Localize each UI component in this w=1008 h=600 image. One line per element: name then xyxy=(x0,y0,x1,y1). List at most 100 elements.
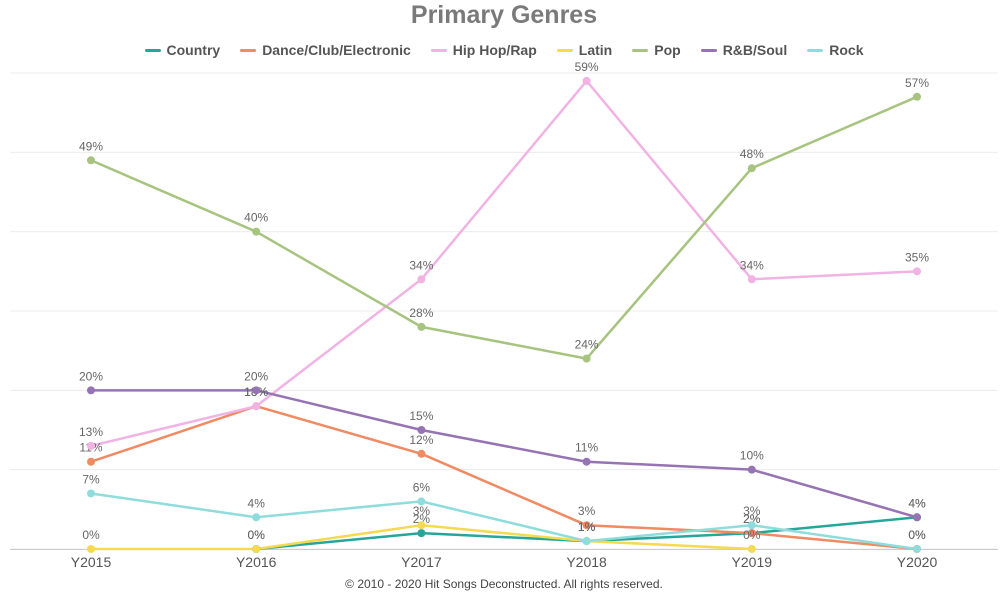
data-point-rock[interactable] xyxy=(747,521,756,530)
legend-item-rock[interactable]: Rock xyxy=(807,42,863,58)
data-label: 24% xyxy=(575,338,599,352)
data-point-dance-club-electronic[interactable] xyxy=(582,521,591,530)
data-label: 0% xyxy=(743,528,761,542)
data-point-latin[interactable] xyxy=(747,545,756,553)
data-label: 0% xyxy=(82,528,100,542)
data-label: 15% xyxy=(409,409,433,423)
data-label: 1% xyxy=(578,520,596,534)
data-label: 0% xyxy=(908,528,926,542)
data-label: 28% xyxy=(409,306,433,320)
legend-label: Hip Hop/Rap xyxy=(452,42,537,58)
data-point-country[interactable] xyxy=(417,529,426,538)
legend-item-pop[interactable]: Pop xyxy=(632,42,681,58)
data-label: 20% xyxy=(79,369,103,383)
legend-item-country[interactable]: Country xyxy=(144,42,221,58)
data-label: 12% xyxy=(409,433,433,447)
data-point-latin[interactable] xyxy=(252,545,261,553)
x-tick-label: Y2016 xyxy=(236,554,277,570)
data-point-r-b-soul[interactable] xyxy=(252,386,261,395)
data-label: 4% xyxy=(908,496,926,510)
legend-item-latin[interactable]: Latin xyxy=(556,42,613,58)
data-label: 20% xyxy=(244,369,268,383)
copyright-footer: © 2010 - 2020 Hit Songs Deconstructed. A… xyxy=(345,577,663,591)
legend-swatch xyxy=(807,48,824,52)
data-point-pop[interactable] xyxy=(252,227,261,236)
data-point-rock[interactable] xyxy=(252,513,261,522)
data-point-latin[interactable] xyxy=(87,545,95,553)
legend-label: Country xyxy=(166,42,221,58)
data-point-r-b-soul[interactable] xyxy=(417,426,426,434)
legend-swatch xyxy=(556,48,573,52)
legend: Country Dance/Club/Electronic Hip Hop/Rap L… xyxy=(0,42,1008,58)
legend-label: Pop xyxy=(654,42,681,58)
data-point-hip-hop-rap[interactable] xyxy=(913,267,921,276)
data-point-rock[interactable] xyxy=(417,497,426,506)
series-line-rock xyxy=(90,492,918,551)
data-label: 11% xyxy=(575,441,598,455)
data-label: 4% xyxy=(248,496,266,510)
data-point-dance-club-electronic[interactable] xyxy=(417,449,426,458)
legend-swatch xyxy=(144,48,161,52)
x-tick-label: Y2015 xyxy=(71,554,112,570)
data-label: 59% xyxy=(575,60,599,74)
legend-swatch xyxy=(632,48,649,52)
data-label: 2% xyxy=(743,512,761,526)
legend-item-dance-club-electronic[interactable]: Dance/Club/Electronic xyxy=(240,42,411,58)
data-label: 34% xyxy=(409,258,433,272)
data-label: 3% xyxy=(743,504,761,518)
data-label: 0% xyxy=(908,528,926,542)
data-point-pop[interactable] xyxy=(913,92,921,101)
data-label: 0% xyxy=(248,528,266,542)
data-point-rock[interactable] xyxy=(582,537,591,546)
data-point-dance-club-electronic[interactable] xyxy=(87,457,95,466)
legend-item-hip-hop-rap[interactable]: Hip Hop/Rap xyxy=(430,42,537,58)
data-label: 40% xyxy=(244,211,268,225)
data-label: 2% xyxy=(413,512,431,526)
data-label: 57% xyxy=(905,76,929,90)
series-line-pop xyxy=(90,95,918,360)
x-tick-label: Y2020 xyxy=(897,554,938,570)
data-label: 2% xyxy=(743,512,761,526)
x-tick-label: Y2017 xyxy=(401,554,442,570)
data-point-pop[interactable] xyxy=(417,322,426,331)
data-label: 10% xyxy=(740,449,764,463)
data-point-hip-hop-rap[interactable] xyxy=(87,441,95,450)
series-line-dance-club-electronic xyxy=(90,404,918,551)
data-label: 6% xyxy=(413,480,431,494)
legend-swatch xyxy=(700,48,717,52)
legend-swatch xyxy=(430,48,447,52)
legend-swatch xyxy=(240,48,257,52)
data-point-pop[interactable] xyxy=(747,164,756,173)
data-label: 48% xyxy=(740,147,764,161)
data-point-pop[interactable] xyxy=(582,354,591,363)
data-label: 3% xyxy=(413,504,431,518)
series-line-r-b-soul xyxy=(91,389,918,519)
legend-label: Latin xyxy=(578,42,613,58)
data-label: 0% xyxy=(248,528,266,542)
data-point-pop[interactable] xyxy=(87,156,95,165)
data-point-r-b-soul[interactable] xyxy=(913,513,921,522)
data-point-hip-hop-rap[interactable] xyxy=(252,402,261,411)
legend-label: R&B/Soul xyxy=(722,42,788,58)
data-label: 13% xyxy=(79,425,103,439)
data-point-hip-hop-rap[interactable] xyxy=(747,275,756,284)
data-point-r-b-soul[interactable] xyxy=(747,465,756,474)
data-point-hip-hop-rap[interactable] xyxy=(417,275,426,284)
data-point-r-b-soul[interactable] xyxy=(582,457,591,466)
data-point-hip-hop-rap[interactable] xyxy=(582,76,591,85)
legend-item-r-b-soul[interactable]: R&B/Soul xyxy=(700,42,788,58)
x-tick-label: Y2018 xyxy=(566,554,607,570)
data-point-rock[interactable] xyxy=(87,489,95,498)
data-point-r-b-soul[interactable] xyxy=(87,386,95,395)
data-label: 35% xyxy=(905,250,929,264)
series-line-hip-hop-rap xyxy=(90,79,918,448)
legend-label: Dance/Club/Electronic xyxy=(262,42,411,58)
data-point-latin[interactable] xyxy=(417,521,426,530)
data-label: 7% xyxy=(82,472,100,486)
chart-title: Primary Genres xyxy=(410,1,598,29)
data-point-rock[interactable] xyxy=(913,545,921,553)
data-label: 4% xyxy=(908,496,926,510)
data-point-dance-club-electronic[interactable] xyxy=(747,529,756,538)
